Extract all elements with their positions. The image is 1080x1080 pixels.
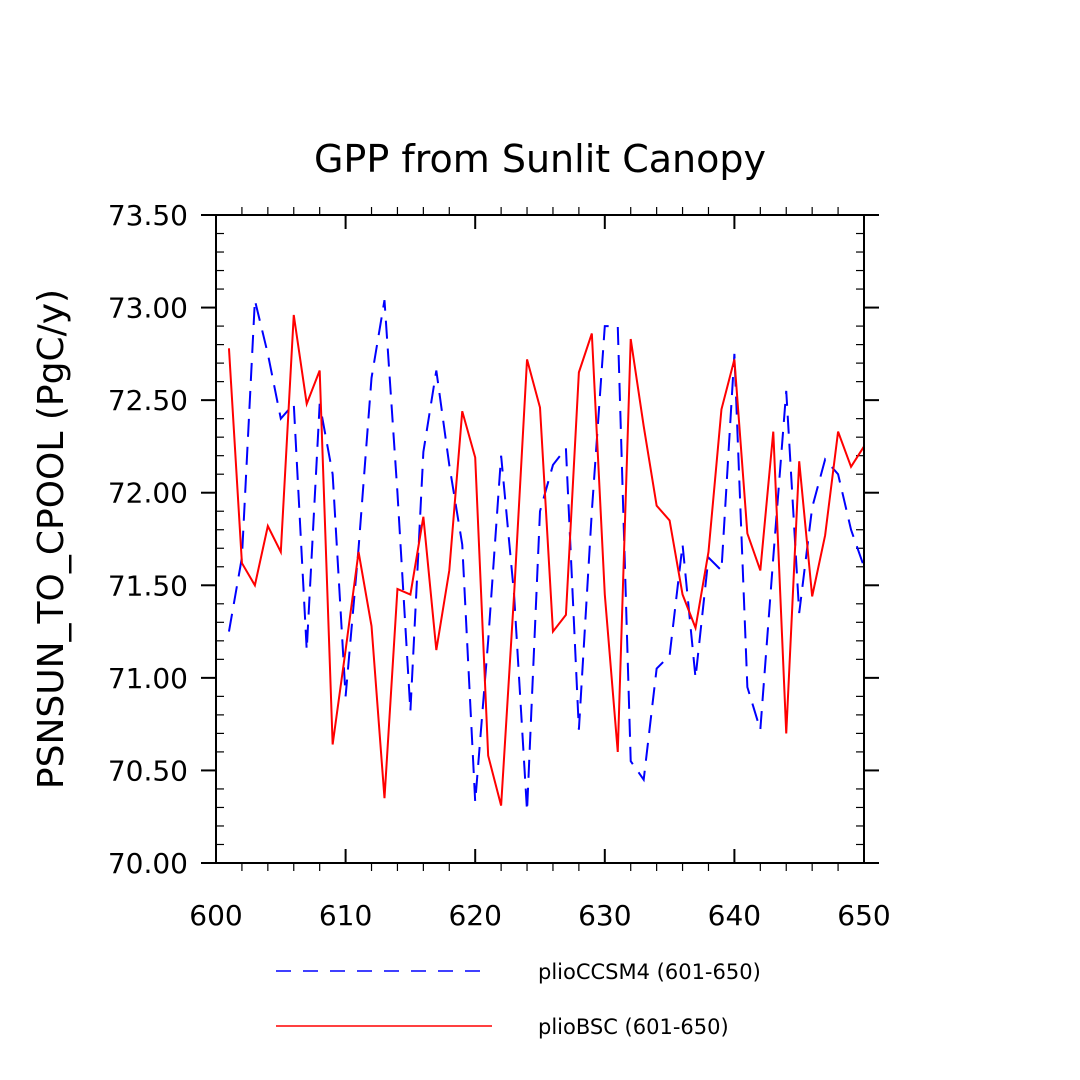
y-tick-label: 73.00 (108, 292, 188, 325)
y-tick-label: 70.50 (108, 754, 188, 787)
y-tick-labels: 70.00 70.50 71.00 71.50 72.00 72.50 73.00 73.50 (108, 199, 188, 880)
x-tick-label: 650 (837, 899, 890, 932)
y-tick-label: 71.00 (108, 662, 188, 695)
plot-frame (215, 214, 865, 864)
chart-title: GPP from Sunlit Canopy (314, 137, 766, 181)
major-ticks (201, 214, 879, 864)
x-tick-label: 600 (189, 899, 242, 932)
x-tick-label: 630 (578, 899, 631, 932)
y-axis-label: PSNSUN_TO_CPOOL (PgC/y) (31, 289, 72, 789)
legend-label: plioBSC (601-650) (538, 1015, 729, 1039)
minor-ticks (216, 207, 864, 871)
legend-label: plioCCSM4 (601-650) (538, 960, 761, 984)
legend: plioCCSM4 (601-650) plioBSC (601-650) (276, 960, 761, 1039)
series-line-pliocssm4 (227, 299, 865, 812)
series-group (227, 299, 865, 812)
y-tick-label: 71.50 (108, 569, 188, 602)
x-tick-label: 610 (319, 899, 372, 932)
x-tick-label: 640 (708, 899, 761, 932)
series-line-pliobsc (227, 314, 865, 806)
x-tick-labels: 600 610 620 630 640 650 (189, 899, 890, 932)
y-tick-label: 73.50 (108, 199, 188, 232)
y-tick-label: 72.00 (108, 477, 188, 510)
y-tick-label: 72.50 (108, 384, 188, 417)
x-tick-label: 620 (448, 899, 501, 932)
y-tick-label: 70.00 (108, 847, 188, 880)
